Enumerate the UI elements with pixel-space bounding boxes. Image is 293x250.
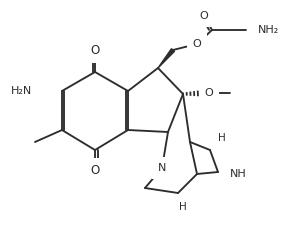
Text: NH₂: NH₂ xyxy=(258,25,279,35)
Text: NH: NH xyxy=(230,169,247,179)
Polygon shape xyxy=(158,49,175,68)
Text: H: H xyxy=(179,202,187,212)
Text: H₂N: H₂N xyxy=(11,86,32,96)
Text: O: O xyxy=(90,44,100,58)
Text: O: O xyxy=(200,11,208,21)
Text: N: N xyxy=(158,163,166,173)
Text: H: H xyxy=(218,133,226,143)
Text: O: O xyxy=(193,39,201,49)
Text: O: O xyxy=(90,164,100,176)
Text: O: O xyxy=(205,88,213,98)
